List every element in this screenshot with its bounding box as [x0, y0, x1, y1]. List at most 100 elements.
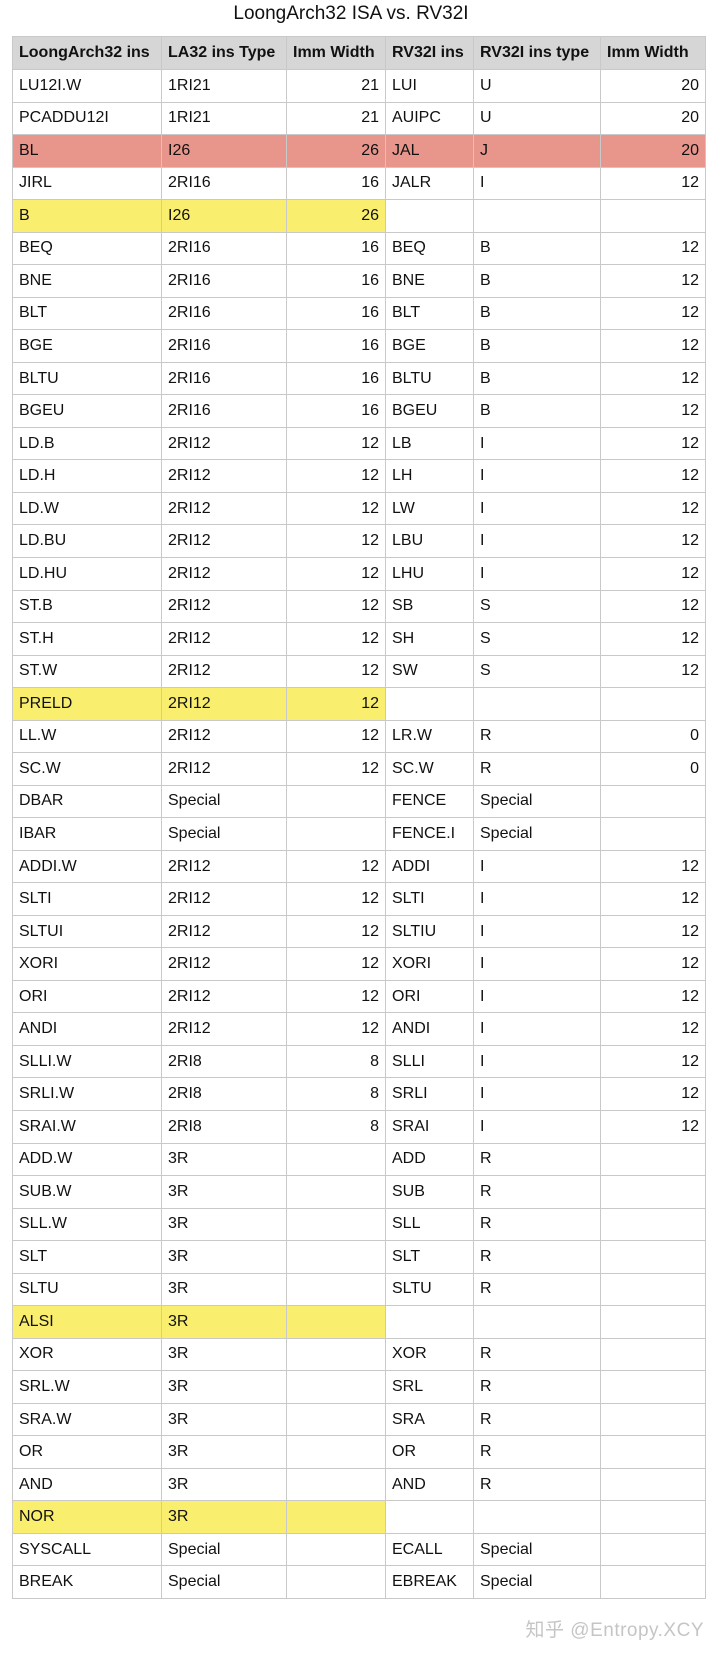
cell-la32-imm-width	[286, 1175, 386, 1209]
cell-rv32i-type: B	[473, 264, 601, 298]
cell-rv32i-ins: SW	[385, 654, 474, 689]
cell-rv32i-ins: SLT	[385, 1240, 474, 1274]
cell-rv32i-imm-width: 0	[600, 752, 706, 786]
cell-la32-ins: SYSCALL	[12, 1532, 162, 1567]
cell-la32-type: 2RI12	[161, 687, 287, 721]
table-row: SRA.W 3R SRA R	[12, 1402, 706, 1437]
cell-la32-type: Special	[161, 1532, 287, 1567]
cell-rv32i-imm-width: 12	[600, 654, 706, 689]
cell-rv32i-imm-width	[600, 199, 706, 233]
cell-rv32i-imm-width: 12	[600, 1077, 706, 1111]
cell-la32-imm-width: 12	[286, 719, 386, 754]
header-rv32i-ins: RV32I ins	[385, 36, 474, 70]
cell-rv32i-type: R	[473, 1207, 601, 1242]
cell-la32-type: 3R	[161, 1175, 287, 1209]
cell-rv32i-ins: JAL	[385, 134, 474, 168]
cell-rv32i-ins: BLTU	[385, 361, 474, 396]
cell-rv32i-type: B	[473, 329, 601, 363]
cell-rv32i-imm-width: 12	[600, 394, 706, 428]
cell-rv32i-type: I	[473, 166, 601, 201]
cell-rv32i-type: R	[473, 719, 601, 754]
cell-la32-imm-width: 16	[286, 296, 386, 331]
cell-rv32i-ins: LR.W	[385, 719, 474, 754]
cell-la32-ins: DBAR	[12, 784, 162, 819]
cell-rv32i-imm-width: 12	[600, 556, 706, 591]
cell-rv32i-ins: SRLI	[385, 1077, 474, 1111]
table-row: SLLI.W 2RI8 8 SLLI I 12	[12, 1044, 706, 1079]
cell-la32-type: 3R	[161, 1402, 287, 1437]
header-rv32i-type: RV32I ins type	[473, 36, 601, 70]
cell-rv32i-type	[473, 199, 601, 233]
cell-la32-ins: OR	[12, 1435, 162, 1469]
table-row: OR 3R OR R	[12, 1435, 706, 1469]
cell-rv32i-imm-width: 12	[600, 524, 706, 558]
cell-la32-ins: ST.B	[12, 589, 162, 624]
cell-la32-type: 3R	[161, 1305, 287, 1339]
cell-la32-ins: SLTUI	[12, 914, 162, 949]
cell-la32-imm-width: 12	[286, 556, 386, 591]
header-la32-imm-width: Imm Width	[286, 36, 386, 70]
table-row: LL.W 2RI12 12 LR.W R 0	[12, 719, 706, 754]
cell-la32-ins: LU12I.W	[12, 69, 162, 103]
cell-rv32i-imm-width: 12	[600, 979, 706, 1014]
cell-la32-type: 2RI12	[161, 556, 287, 591]
cell-la32-imm-width	[286, 1500, 386, 1534]
cell-la32-imm-width	[286, 784, 386, 819]
cell-la32-ins: XORI	[12, 947, 162, 981]
cell-rv32i-ins: JALR	[385, 166, 474, 201]
cell-rv32i-type: J	[473, 134, 601, 168]
cell-rv32i-type: Special	[473, 1532, 601, 1567]
cell-la32-type: 2RI12	[161, 882, 287, 916]
cell-rv32i-type: I	[473, 849, 601, 884]
table-row: ST.B 2RI12 12 SB S 12	[12, 589, 706, 624]
cell-la32-ins: ADDI.W	[12, 849, 162, 884]
cell-rv32i-ins: SB	[385, 589, 474, 624]
cell-rv32i-type: R	[473, 1435, 601, 1469]
cell-la32-ins: BLTU	[12, 361, 162, 396]
cell-rv32i-ins: SLLI	[385, 1044, 474, 1079]
cell-la32-type: 2RI12	[161, 914, 287, 949]
cell-rv32i-type: I	[473, 556, 601, 591]
table-row: BNE 2RI16 16 BNE B 12	[12, 264, 706, 298]
cell-rv32i-imm-width: 12	[600, 231, 706, 266]
cell-rv32i-imm-width	[600, 1175, 706, 1209]
cell-rv32i-imm-width: 20	[600, 101, 706, 136]
cell-la32-ins: NOR	[12, 1500, 162, 1534]
table-row: SRAI.W 2RI8 8 SRAI I 12	[12, 1110, 706, 1144]
cell-la32-type: 2RI12	[161, 589, 287, 624]
cell-la32-ins: B	[12, 199, 162, 233]
cell-la32-ins: SC.W	[12, 752, 162, 786]
cell-la32-type: 1RI21	[161, 101, 287, 136]
cell-la32-ins: SLL.W	[12, 1207, 162, 1242]
cell-la32-ins: ANDI	[12, 1012, 162, 1046]
cell-rv32i-imm-width: 12	[600, 849, 706, 884]
isa-comparison-table: LoongArch32 ins LA32 ins Type Imm Width …	[12, 36, 706, 1599]
cell-la32-type: 2RI12	[161, 1012, 287, 1046]
cell-la32-imm-width: 12	[286, 1012, 386, 1046]
cell-rv32i-ins: LHU	[385, 556, 474, 591]
cell-rv32i-type: S	[473, 589, 601, 624]
cell-rv32i-imm-width	[600, 1402, 706, 1437]
cell-rv32i-type: I	[473, 1110, 601, 1144]
cell-rv32i-type: U	[473, 69, 601, 103]
table-header-row: LoongArch32 ins LA32 ins Type Imm Width …	[12, 36, 706, 70]
cell-la32-ins: SRAI.W	[12, 1110, 162, 1144]
table-row: JIRL 2RI16 16 JALR I 12	[12, 166, 706, 201]
cell-la32-type: Special	[161, 1565, 287, 1599]
cell-rv32i-imm-width: 12	[600, 882, 706, 916]
cell-la32-ins: ADD.W	[12, 1142, 162, 1177]
table-row: XOR 3R XOR R	[12, 1337, 706, 1372]
table-row: AND 3R AND R	[12, 1467, 706, 1502]
cell-rv32i-ins: ADDI	[385, 849, 474, 884]
cell-la32-ins: PCADDU12I	[12, 101, 162, 136]
cell-rv32i-imm-width	[600, 1467, 706, 1502]
cell-rv32i-type: B	[473, 231, 601, 266]
cell-rv32i-imm-width: 20	[600, 69, 706, 103]
cell-la32-type: 3R	[161, 1207, 287, 1242]
cell-la32-imm-width: 12	[286, 654, 386, 689]
cell-rv32i-type: I	[473, 524, 601, 558]
cell-rv32i-ins: SC.W	[385, 752, 474, 786]
table-row: ADDI.W 2RI12 12 ADDI I 12	[12, 849, 706, 884]
cell-rv32i-type: R	[473, 1402, 601, 1437]
cell-rv32i-type	[473, 687, 601, 721]
